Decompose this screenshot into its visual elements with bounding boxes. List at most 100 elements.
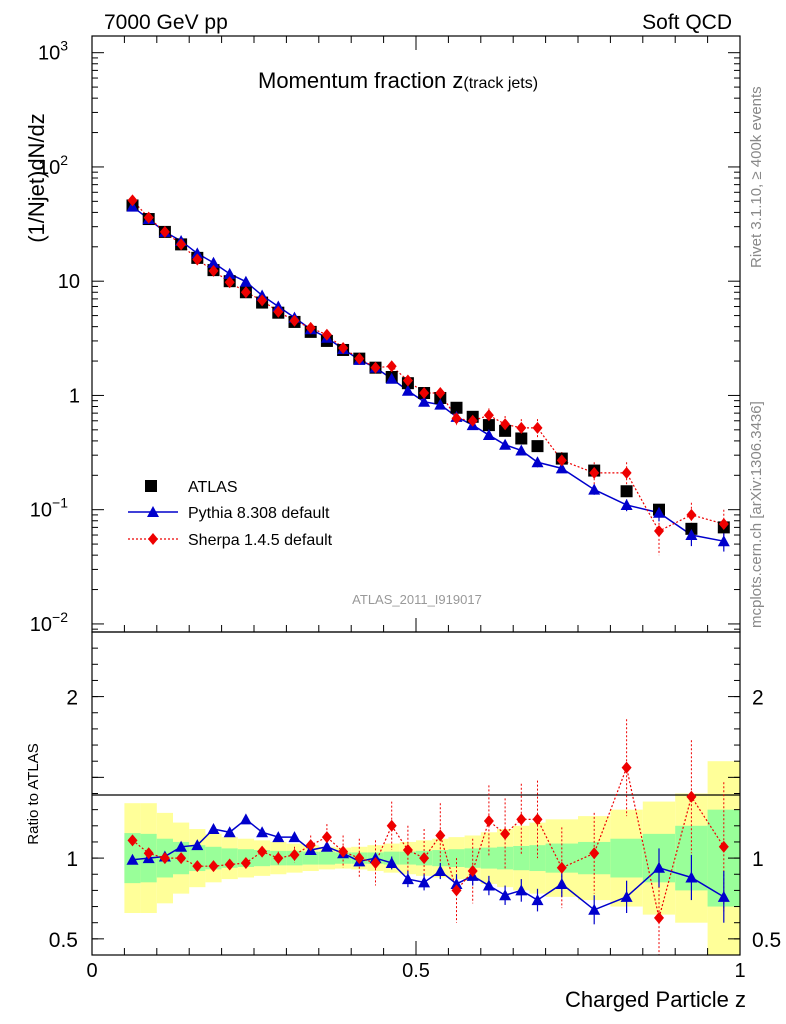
sherpa-point [467,414,478,427]
ratio-pythia-point [272,831,285,843]
ratio-pythia-point [239,813,252,825]
sherpa-point [556,454,567,467]
ratio-y-tick-label-right: 0.5 [752,929,781,952]
ratio-sherpa-point [589,847,600,860]
legend-pythia-marker [147,506,159,517]
ratio-y-tick-label: 2 [66,687,78,710]
ratio-sherpa-point [402,844,413,857]
ratio-y-tick-label-right: 2 [752,687,764,710]
pythia-point [191,247,204,259]
ratio-markers [126,719,730,955]
sherpa-point [176,238,187,251]
ratio-sherpa-point [143,847,154,860]
sherpa-point [516,421,527,434]
analysis-id: ATLAS_2011_I919017 [352,592,482,607]
x-tick-label: 1 [734,960,745,982]
ratio-sherpa-point [532,813,543,826]
sherpa-point [273,305,284,318]
ratio-y-tick-label-right: 1 [752,848,764,871]
ratio-sherpa-point [224,858,235,871]
pythia-point [223,267,236,279]
sherpa-point [500,418,511,431]
ratio-sherpa-point [289,848,300,861]
pythia-point [717,535,730,547]
ratio-pythia-point [588,903,601,915]
ratio-sherpa-point [654,911,664,924]
ratio-sherpa-point [483,814,494,827]
ratio-sherpa-point [516,813,527,826]
header-right: Soft QCD [642,11,732,34]
ratio-pythia-point [555,877,568,889]
y-tick-label: 10−2 [30,609,68,636]
ratio-sherpa-point [686,790,697,803]
atlas-point [482,419,495,432]
legend: ATLAS Pythia 8.308 default Sherpa 1.4.5 … [128,479,333,549]
atlas-point [450,401,463,414]
ratio-sherpa-point [467,865,478,878]
legend-sherpa-label: Sherpa 1.4.5 default [188,532,333,549]
ratio-sherpa-point [257,845,268,858]
ratio-y-tick-label: 0.5 [49,929,78,952]
legend-sherpa-marker [148,533,158,545]
ratio-pythia-point [320,840,333,852]
legend-pythia-label: Pythia 8.308 default [188,505,330,522]
ratio-sherpa-point [718,840,729,853]
sherpa-point [257,294,268,307]
pythia-point [207,256,220,268]
ratio-pythia-point [685,871,698,883]
ratio-pythia-point [385,856,398,868]
sherpa-point [192,253,203,266]
y-tick-label: 102 [38,152,68,179]
ratio-sherpa-point [419,852,430,865]
ratio-sherpa-point [338,845,349,858]
ratio-pythia-point [223,826,236,838]
pythia-point [239,275,252,287]
ratio-sherpa-point [192,860,203,873]
ratio-band-inner [189,845,206,872]
sherpa-point [718,517,729,530]
pythia-point [515,444,528,456]
ratio-band-inner [254,850,271,867]
sherpa-point [402,374,413,387]
pythia-point [434,398,447,410]
sherpa-point [127,194,138,207]
ratio-pythia-point [531,894,544,906]
pythia-point [401,384,414,396]
ratio-band-inner [480,847,497,869]
top-ylabel: (1/Njet)dN/dz [24,113,49,243]
sherpa-point [159,225,170,238]
pythia-point [482,429,495,441]
pythia-point [685,529,698,541]
ratio-pythia-point [717,890,730,902]
ratio-sherpa-point [451,884,462,897]
ratio-sherpa-point [305,839,316,852]
ratio-sherpa-point [176,852,187,865]
ratio-sherpa-point [208,860,219,873]
sherpa-point [686,508,697,521]
plot-title: Momentum fraction z(track jets) [258,68,538,93]
pythia-point [653,506,665,518]
ratio-ylabel: Ratio to ATLAS [25,743,42,844]
ratio-pythia-point [620,890,633,902]
sherpa-point [532,421,543,434]
sherpa-point [654,525,664,538]
pythia-point [385,372,398,384]
pythia-point [499,438,512,450]
ratio-pythia-point [401,873,414,885]
ratio-sherpa-point [321,831,332,844]
sherpa-point [483,409,494,422]
ratio-sherpa-point [159,852,170,865]
sherpa-point [370,361,381,374]
x-tick-label: 0.5 [402,960,430,982]
sherpa-point [435,387,446,400]
ratio-band-inner [205,846,222,870]
sherpa-point [208,264,219,277]
atlas-point [499,424,512,437]
pythia-point [531,456,544,468]
ratio-pythia-point [450,877,463,889]
sherpa-point [338,342,349,355]
ratio-band-inner [513,845,530,871]
ratio-pythia-point [499,889,512,901]
atlas-point [515,432,528,445]
ratio-sherpa-point [354,852,365,865]
